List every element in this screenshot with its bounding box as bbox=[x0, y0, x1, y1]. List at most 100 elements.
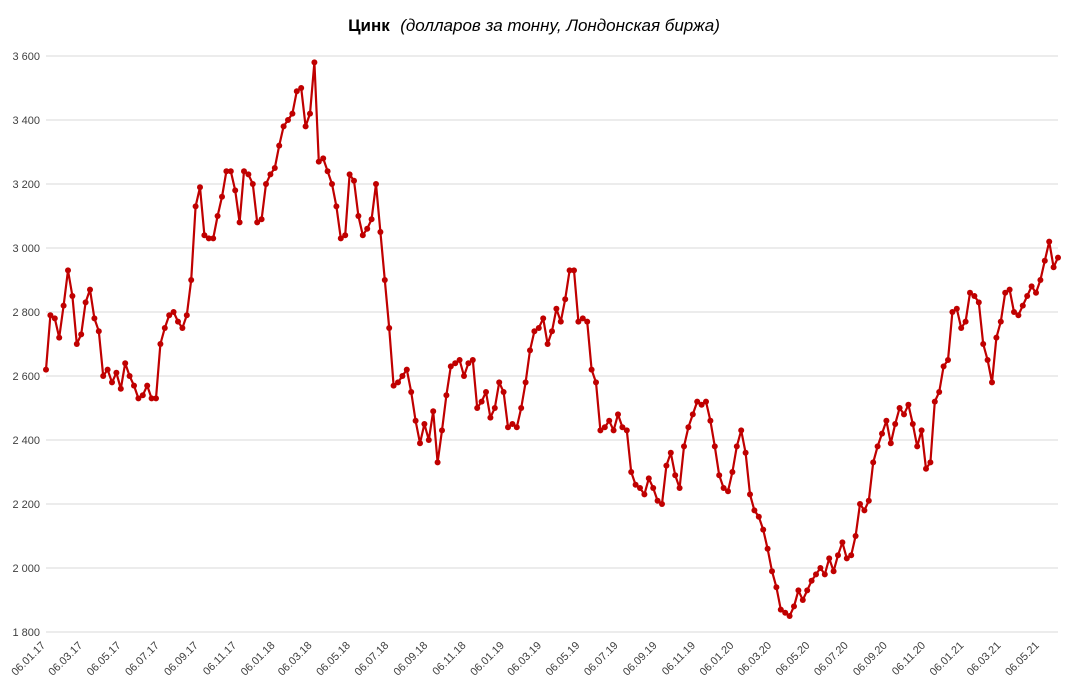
data-point bbox=[1050, 264, 1057, 271]
data-point bbox=[588, 366, 595, 373]
price-line bbox=[44, 61, 1060, 618]
data-point bbox=[527, 347, 533, 354]
data-point bbox=[311, 59, 318, 66]
y-axis-label: 2 800 bbox=[12, 307, 40, 319]
data-point bbox=[769, 568, 775, 575]
data-point bbox=[870, 459, 877, 466]
data-point bbox=[874, 443, 881, 450]
data-point bbox=[971, 293, 978, 299]
data-point bbox=[839, 539, 846, 546]
data-point bbox=[857, 501, 863, 507]
x-axis-label: 06.07.18 bbox=[353, 640, 392, 679]
data-point bbox=[654, 497, 661, 504]
data-point bbox=[82, 299, 89, 306]
data-point bbox=[1019, 302, 1026, 309]
data-point bbox=[135, 395, 142, 402]
data-point bbox=[175, 318, 181, 325]
data-point bbox=[755, 513, 762, 520]
x-axis-label: 06.05.17 bbox=[85, 640, 124, 679]
data-point bbox=[364, 225, 371, 232]
data-point bbox=[337, 235, 344, 242]
x-axis-label: 06.01.18 bbox=[239, 640, 278, 679]
data-point bbox=[223, 168, 230, 175]
data-point bbox=[333, 203, 340, 210]
data-point bbox=[848, 552, 855, 559]
data-point bbox=[628, 469, 635, 475]
data-point bbox=[883, 417, 890, 424]
data-point bbox=[249, 181, 256, 187]
data-point bbox=[509, 421, 516, 427]
data-point bbox=[373, 181, 379, 187]
data-point bbox=[940, 363, 947, 370]
data-point bbox=[773, 584, 780, 591]
data-point bbox=[887, 440, 894, 447]
data-point bbox=[1037, 277, 1044, 283]
data-point bbox=[967, 289, 973, 296]
data-point bbox=[685, 424, 692, 431]
data-point bbox=[276, 142, 283, 149]
data-point bbox=[637, 485, 643, 491]
x-axis-label: 06.05.21 bbox=[1003, 640, 1042, 679]
data-point bbox=[1033, 289, 1039, 296]
data-point bbox=[403, 366, 410, 373]
data-point bbox=[597, 427, 604, 434]
data-point bbox=[817, 565, 824, 571]
data-point bbox=[593, 379, 599, 386]
data-point bbox=[549, 328, 555, 335]
data-point bbox=[263, 181, 269, 187]
data-point bbox=[993, 334, 1000, 341]
x-axis-label: 06.11.18 bbox=[430, 640, 468, 678]
data-point bbox=[329, 181, 335, 187]
data-point bbox=[606, 417, 613, 424]
data-point bbox=[786, 613, 793, 619]
data-point bbox=[126, 373, 133, 379]
data-point bbox=[619, 424, 626, 431]
data-point bbox=[355, 213, 362, 219]
data-point bbox=[307, 110, 313, 117]
data-point bbox=[808, 577, 815, 584]
data-point bbox=[843, 555, 850, 562]
data-point bbox=[835, 552, 841, 559]
data-point bbox=[122, 360, 129, 367]
data-point bbox=[518, 405, 525, 411]
data-point bbox=[1055, 254, 1061, 261]
data-point bbox=[795, 587, 802, 594]
data-point bbox=[742, 449, 749, 456]
data-point bbox=[698, 401, 705, 408]
data-point bbox=[192, 203, 199, 210]
data-point bbox=[813, 571, 819, 578]
data-point bbox=[298, 85, 305, 91]
data-point bbox=[205, 235, 212, 242]
data-point bbox=[694, 398, 701, 405]
data-point bbox=[417, 440, 423, 447]
data-point bbox=[368, 216, 375, 223]
data-point bbox=[522, 379, 529, 386]
plot-area: 1 800 2 000 2 200 2 400 2 600 2 800 3 000 3 200… bbox=[9, 51, 1061, 678]
data-point bbox=[386, 325, 393, 331]
data-point bbox=[461, 373, 467, 379]
data-point bbox=[412, 417, 419, 424]
y-axis-label: 3 600 bbox=[12, 51, 40, 63]
data-point bbox=[65, 267, 71, 274]
data-point bbox=[650, 485, 657, 491]
data-point bbox=[315, 158, 322, 165]
data-point bbox=[1046, 238, 1053, 245]
data-point bbox=[720, 485, 727, 491]
data-point bbox=[51, 315, 58, 322]
data-point bbox=[188, 277, 195, 283]
data-point bbox=[663, 462, 670, 469]
data-point bbox=[1041, 257, 1048, 264]
data-point bbox=[601, 424, 608, 431]
data-point bbox=[161, 325, 168, 331]
data-point bbox=[483, 389, 489, 395]
data-point bbox=[896, 405, 903, 411]
data-point bbox=[980, 341, 987, 347]
data-point bbox=[56, 334, 63, 341]
data-point bbox=[610, 427, 617, 434]
data-point bbox=[280, 123, 287, 130]
data-point bbox=[540, 315, 547, 322]
data-point bbox=[1015, 312, 1022, 319]
data-point bbox=[78, 331, 85, 338]
data-point bbox=[131, 382, 137, 389]
data-point bbox=[1002, 289, 1009, 296]
